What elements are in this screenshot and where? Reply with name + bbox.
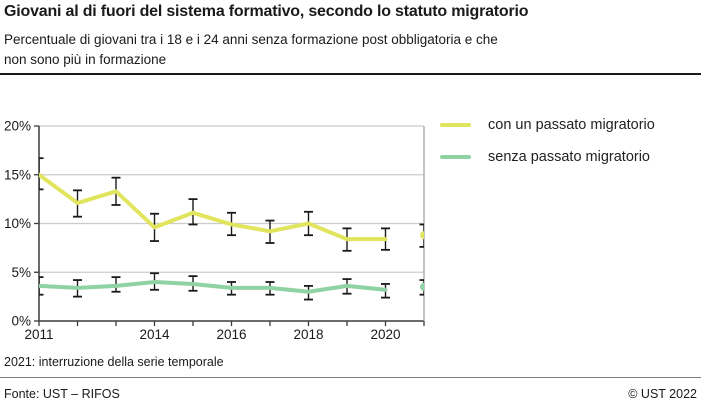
svg-text:2016: 2016 [216, 327, 246, 342]
footnote: 2021: interruzione della serie temporale [4, 355, 224, 369]
svg-text:5%: 5% [11, 265, 31, 280]
chart-title: Giovani al di fuori del sistema formativ… [4, 3, 529, 20]
svg-text:20%: 20% [4, 119, 31, 134]
svg-text:0%: 0% [11, 314, 31, 329]
legend-swatch-green-line-icon [440, 154, 471, 160]
svg-text:2011: 2011 [24, 327, 53, 342]
svg-text:2018: 2018 [293, 327, 323, 342]
svg-text:2020: 2020 [370, 327, 400, 342]
legend-item-with-migration: con un passato migratorio [440, 112, 655, 138]
footer-source: Fonte: UST – RIFOS [4, 387, 120, 401]
legend: con un passato migratorio senza passato … [440, 112, 655, 176]
header-divider [0, 73, 701, 75]
chart-subtitle: Percentuale di giovani tra i 18 e i 24 a… [4, 30, 498, 71]
legend-item-without-migration: senza passato migratorio [440, 144, 655, 170]
footer-copyright: © UST 2022 [628, 387, 697, 401]
legend-label: senza passato migratorio [488, 149, 650, 165]
svg-text:2014: 2014 [139, 327, 170, 342]
svg-text:10%: 10% [4, 216, 31, 231]
legend-label: con un passato migratorio [488, 117, 655, 133]
footer-divider [0, 377, 701, 378]
subtitle-line-1: Percentuale di giovani tra i 18 e i 24 a… [4, 32, 498, 47]
svg-text:15%: 15% [4, 167, 31, 182]
subtitle-line-2: non sono più in formazione [4, 52, 167, 68]
line-chart: 0% 5% 10% 15% 20% 2011 2014 2016 2018 2020 [4, 119, 425, 342]
legend-swatch-yellow-line-icon [440, 122, 471, 128]
